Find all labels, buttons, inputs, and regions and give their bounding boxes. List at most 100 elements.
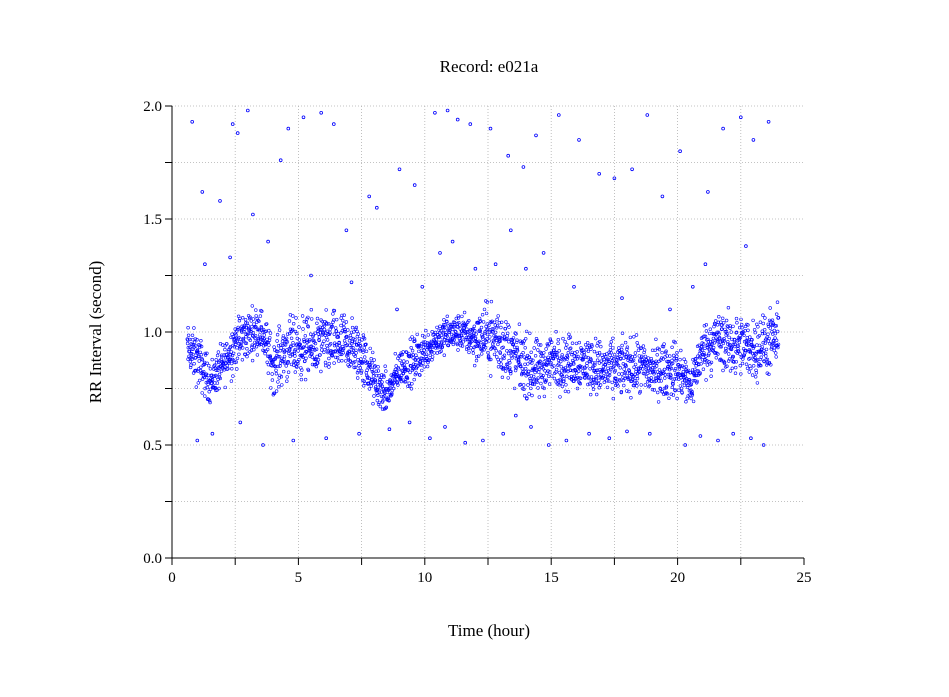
rr-point bbox=[504, 337, 508, 342]
rr-point bbox=[430, 330, 434, 334]
rr-outlier-point bbox=[210, 431, 215, 436]
rr-point bbox=[310, 317, 314, 321]
rr-point bbox=[578, 365, 583, 369]
rr-point bbox=[430, 358, 434, 362]
rr-point bbox=[293, 354, 297, 358]
rr-point bbox=[210, 357, 214, 362]
rr-point bbox=[702, 324, 707, 328]
rr-point bbox=[237, 342, 241, 346]
rr-point bbox=[217, 372, 222, 376]
rr-point bbox=[587, 359, 591, 364]
rr-point bbox=[602, 357, 606, 361]
rr-point bbox=[426, 358, 431, 363]
rr-point bbox=[249, 319, 254, 323]
rr-point bbox=[206, 382, 210, 386]
rr-point bbox=[479, 346, 483, 351]
rr-outlier-point bbox=[660, 194, 665, 199]
rr-point bbox=[306, 368, 311, 373]
rr-point bbox=[680, 391, 684, 395]
rr-point bbox=[192, 340, 197, 344]
rr-point bbox=[226, 367, 230, 371]
rr-point bbox=[314, 364, 319, 369]
rr-point bbox=[373, 380, 377, 384]
rr-point bbox=[671, 393, 676, 397]
rr-point bbox=[727, 335, 731, 340]
data-points bbox=[185, 108, 781, 447]
rr-point bbox=[370, 361, 374, 365]
rr-point bbox=[718, 358, 722, 362]
rr-point bbox=[190, 357, 194, 361]
rr-point bbox=[356, 369, 361, 373]
rr-point bbox=[384, 369, 388, 373]
rr-point bbox=[445, 320, 449, 324]
rr-point bbox=[767, 372, 771, 376]
rr-point bbox=[484, 340, 488, 344]
rr-point bbox=[746, 323, 750, 327]
rr-point bbox=[327, 361, 331, 366]
rr-point bbox=[481, 335, 485, 339]
rr-point bbox=[231, 374, 235, 378]
rr-point bbox=[567, 332, 571, 336]
rr-point bbox=[734, 316, 739, 321]
rr-point bbox=[757, 334, 761, 338]
rr-point bbox=[673, 388, 677, 393]
rr-point bbox=[518, 362, 522, 366]
rr-point bbox=[217, 386, 221, 391]
rr-point bbox=[597, 386, 601, 390]
rr-point bbox=[733, 365, 738, 370]
rr-point bbox=[501, 332, 505, 336]
rr-point bbox=[334, 329, 339, 333]
rr-point bbox=[500, 375, 505, 379]
rr-point bbox=[205, 351, 209, 355]
rr-point bbox=[509, 371, 513, 376]
rr-point bbox=[403, 380, 407, 384]
rr-point bbox=[494, 349, 498, 353]
rr-point bbox=[526, 362, 530, 366]
rr-point bbox=[413, 372, 417, 377]
rr-point bbox=[295, 365, 299, 369]
rr-point bbox=[703, 358, 707, 362]
rr-point bbox=[456, 316, 461, 320]
rr-point bbox=[517, 322, 522, 326]
rr-point bbox=[568, 335, 573, 339]
rr-point bbox=[524, 329, 529, 334]
rr-point bbox=[719, 358, 724, 363]
rr-outlier-point bbox=[349, 280, 354, 285]
rr-point bbox=[197, 354, 201, 359]
rr-point bbox=[695, 379, 699, 384]
rr-point bbox=[648, 359, 652, 364]
rr-point bbox=[632, 365, 636, 369]
rr-point bbox=[742, 333, 746, 337]
rr-point bbox=[672, 357, 676, 361]
rr-point bbox=[647, 377, 651, 381]
rr-point bbox=[293, 370, 297, 374]
rr-point bbox=[346, 328, 350, 332]
rr-point bbox=[540, 375, 544, 380]
rr-point bbox=[635, 381, 639, 385]
rr-point bbox=[264, 349, 268, 353]
rr-point bbox=[421, 361, 425, 365]
rr-point bbox=[355, 329, 359, 333]
rr-point bbox=[638, 366, 643, 370]
rr-point bbox=[717, 336, 722, 341]
rr-point bbox=[542, 386, 546, 391]
rr-point bbox=[329, 325, 334, 329]
rr-point bbox=[193, 337, 198, 341]
rr-point bbox=[492, 340, 496, 344]
rr-point bbox=[289, 336, 294, 340]
rr-point bbox=[641, 344, 646, 348]
rr-point bbox=[392, 386, 396, 391]
rr-point bbox=[291, 314, 295, 318]
rr-point bbox=[637, 359, 642, 363]
rr-point bbox=[539, 381, 543, 386]
rr-point bbox=[740, 326, 744, 330]
rr-point bbox=[368, 365, 373, 369]
rr-point bbox=[693, 357, 697, 361]
rr-point bbox=[704, 323, 708, 327]
rr-point bbox=[678, 357, 682, 362]
rr-point bbox=[560, 373, 564, 377]
rr-point bbox=[760, 329, 764, 333]
rr-point bbox=[751, 364, 756, 368]
rr-point bbox=[410, 349, 415, 353]
rr-point bbox=[576, 354, 580, 359]
